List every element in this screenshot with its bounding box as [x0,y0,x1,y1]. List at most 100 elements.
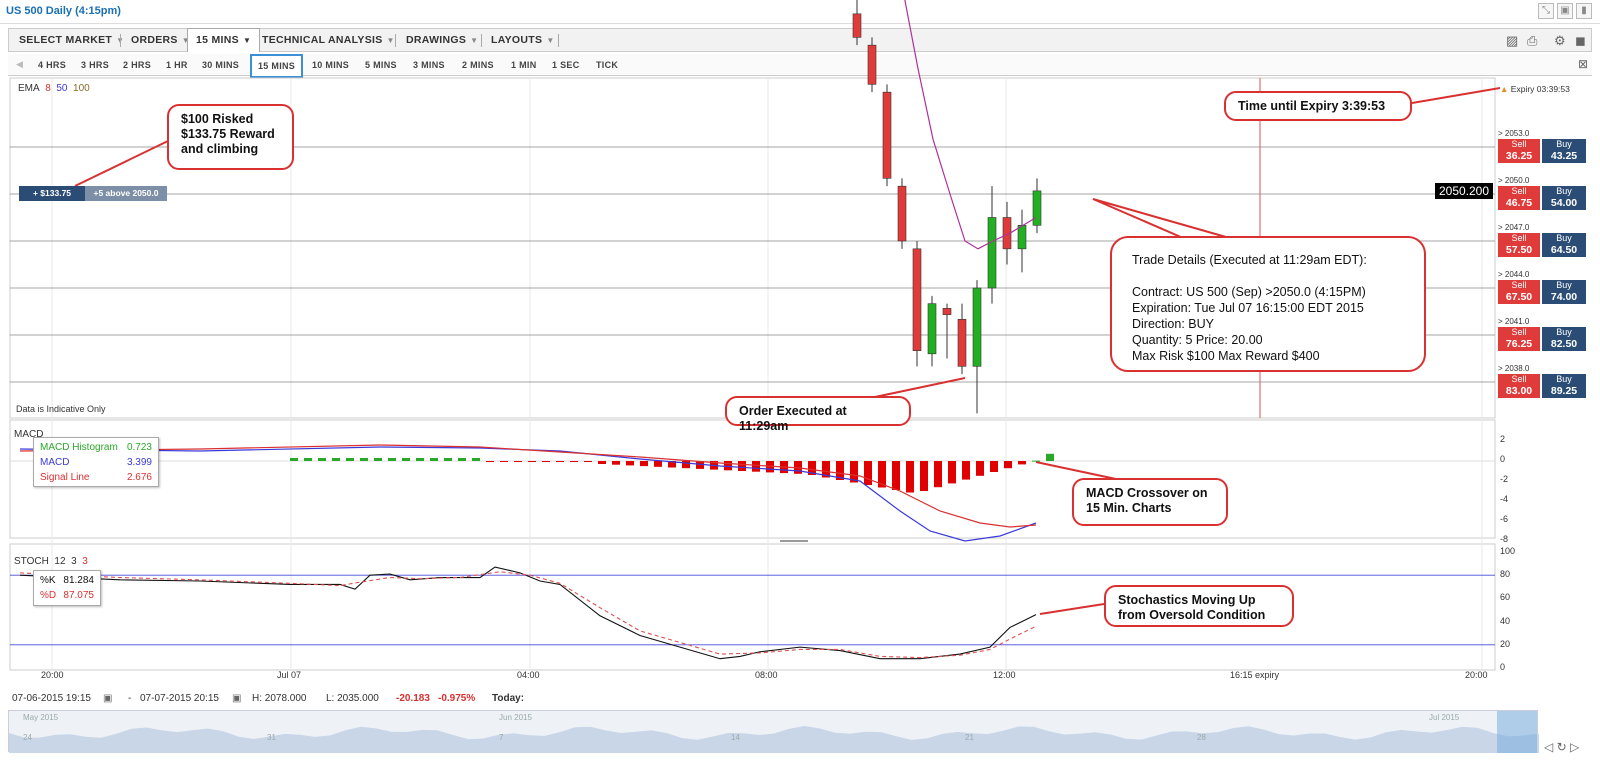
macd-histogram-bar [1018,461,1026,465]
tf-10m[interactable]: 10 MINS [312,60,350,70]
time-label: 20:00 [41,670,64,680]
tf-3h[interactable]: 3 HRS [81,60,110,70]
macd-histogram-bar [570,461,578,462]
expiry-label: ▲ Expiry 03:39:53 [1500,84,1570,94]
tf-1h[interactable]: 1 HR [166,60,188,70]
candle [882,91,892,179]
ema-label: EMA 8 50 100 [18,83,90,94]
tf-5m[interactable]: 5 MINS [365,60,397,70]
calendar-icon[interactable]: ▣ [232,693,242,704]
buy-button[interactable]: Buy 54.00 [1542,186,1586,210]
navigator[interactable]: May 2015 24 31 Jun 2015 7 14 21 28 Jul 2… [8,710,1539,753]
callout-pointer [1411,87,1501,104]
navigator-window[interactable] [1497,711,1537,753]
sell-button[interactable]: Sell 67.50 [1498,280,1540,304]
status-bar: 07-06-2015 19:15 ▣ - 07-07-2015 20:15 ▣ … [12,693,525,704]
buy-button[interactable]: Buy 43.25 [1542,139,1586,163]
macd-axis-label: -6 [1500,514,1509,524]
stoch-axis-label: 60 [1500,592,1511,603]
position-level-tag[interactable]: +5 above 2050.0 [85,186,167,201]
menu-layouts[interactable]: LAYOUTS ▼ [491,34,555,46]
candle [1017,225,1027,250]
macd-histogram-bar [920,461,928,491]
sell-button[interactable]: Sell 57.50 [1498,233,1540,257]
change-pct: -0.975% [438,693,476,704]
tf-1m[interactable]: 1 MIN [511,60,537,70]
maximize-icon[interactable]: ▣ [1557,3,1573,19]
macd-histogram-bar [668,461,676,468]
scroll-left-icon[interactable]: ◀ [16,59,23,69]
macd-histogram-bar [948,461,956,484]
tf-3m[interactable]: 3 MINS [413,60,445,70]
macd-histogram-bar [864,461,872,485]
macd-histogram-bar [654,461,662,467]
tf-1s[interactable]: 1 SEC [552,60,580,70]
today-label: Today: [492,693,525,704]
buy-button[interactable]: Buy 74.00 [1542,280,1586,304]
calendar-icon[interactable]: ▣ [103,693,113,704]
buy-button[interactable]: Buy 82.50 [1542,327,1586,351]
stoch-axis-label: 20 [1500,638,1511,649]
range-from[interactable]: 07-06-2015 19:15 [12,693,91,704]
close-icon[interactable]: ▮ [1576,3,1592,19]
macd-histogram-bar [444,458,452,461]
macd-histogram-bar [836,461,844,480]
sell-button[interactable]: Sell 76.25 [1498,327,1540,351]
macd-histogram-bar [990,461,998,472]
minimize-icon[interactable]: ⤡ [1538,3,1554,19]
menu-drawings[interactable]: DRAWINGS ▼ [406,34,479,46]
sell-button[interactable]: Sell 83.00 [1498,374,1540,398]
expiry-marker-icon: ▲ [1500,84,1509,94]
tf-2h[interactable]: 2 HRS [123,60,152,70]
time-label: 08:00 [755,670,778,680]
tf-2m[interactable]: 2 MINS [462,60,494,70]
tf-4h[interactable]: 4 HRS [38,60,67,70]
candle [912,248,922,351]
gear-icon[interactable]: ⚙ [1554,33,1566,48]
macd-histogram-bar [472,458,480,461]
sell-button[interactable]: Sell 36.25 [1498,139,1540,163]
macd-histogram-bar [430,458,438,461]
menu-orders[interactable]: ORDERS ▼ [131,34,190,46]
stoch-callout: Stochastics Moving Up from Oversold Cond… [1104,585,1294,627]
range-to[interactable]: 07-07-2015 20:15 [140,693,219,704]
macd-histogram-bar [402,458,410,461]
stoch-axis-label: 0 [1500,662,1506,672]
level-2044: > 2044.0 Sell 67.50 Buy 74.00 [1498,270,1586,308]
menu-technical-analysis[interactable]: TECHNICAL ANALYSIS ▼ [262,34,395,46]
menu-bar: SELECT MARKET▼ ORDERS▼ 15 MINS▼ TECHNICA… [8,28,1592,52]
macd-histogram-bar [682,461,690,469]
order-callout: Order Executed at 11:29am [725,396,911,433]
buy-button[interactable]: Buy 64.50 [1542,233,1586,257]
position-pnl-tag[interactable]: + $133.75 [19,186,85,201]
macd-histogram-bar [1004,461,1012,469]
buy-button[interactable]: Buy 89.25 [1542,374,1586,398]
low-value: L: 2035.000 [326,693,379,704]
macd-axis-label: -4 [1500,494,1509,504]
close-panel-icon[interactable]: ⊠ [1577,57,1588,71]
time-label: 04:00 [517,670,540,680]
trade-details-heading: Trade Details (Executed at 11:29am EDT): [1132,253,1367,267]
macd-histogram-bar [906,461,914,493]
macd-legend: MACD Histogram 0.723 MACD 3.399 Signal Lin… [33,437,159,487]
tf-tick[interactable]: TICK [596,60,619,70]
menu-timeframe[interactable]: 15 MINS ▼ [187,28,261,52]
macd-histogram-bar [542,461,550,462]
macd-histogram-bar [318,458,326,461]
macd-histogram-bar [808,461,816,475]
level-2053: > 2053.0 Sell 36.25 Buy 43.25 [1498,129,1586,167]
tf-30m[interactable]: 30 MINS [202,60,240,70]
macd-histogram-bar [738,461,746,471]
tf-15m[interactable]: 15 MINS [250,54,304,78]
macd-axis-label: 2 [1500,434,1506,444]
print-icon[interactable]: ⎙ [1527,33,1538,48]
macd-histogram-bar [626,461,634,466]
navigator-controls-icon[interactable]: ◁ ↻ ▷ [1544,740,1580,754]
candle [897,185,907,242]
trade-details-callout: Trade Details (Executed at 11:29am EDT):… [1110,236,1426,372]
macd-axis-label: 0 [1500,454,1506,464]
image-icon[interactable]: ▨ [1506,33,1519,48]
chat-icon[interactable]: ◼ [1575,33,1586,48]
sell-button[interactable]: Sell 46.75 [1498,186,1540,210]
macd-histogram-bar [374,458,382,461]
